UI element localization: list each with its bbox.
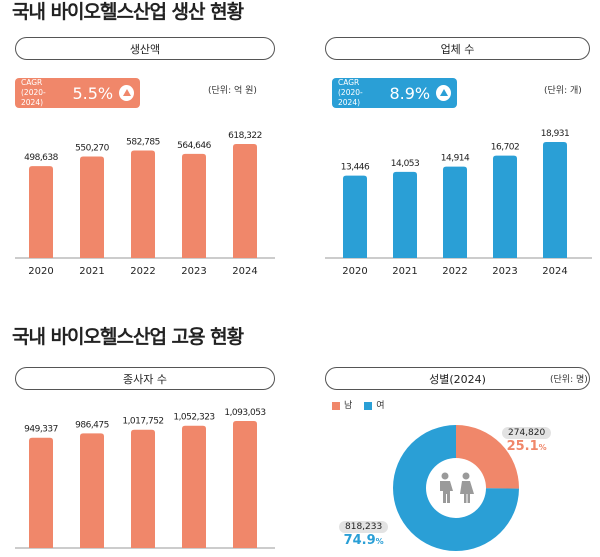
data-label: 1,093,053 <box>224 408 265 418</box>
panel-header-production-value: 생산액 <box>15 37 275 60</box>
cagr-badge-production: CAGR (2020-2024) 5.5% <box>15 78 140 108</box>
data-label: 16,702 <box>491 143 520 153</box>
female-percent: 74.9% <box>343 533 384 548</box>
x-tick-label: 2023 <box>181 266 206 277</box>
cagr-label: CAGR <box>21 78 43 87</box>
female-count: 818,233 <box>339 521 389 533</box>
data-label: 1,052,323 <box>173 413 214 423</box>
people-icon-female-body <box>460 481 474 503</box>
bar-2020 <box>29 437 53 548</box>
legend: 남 여 <box>332 398 385 411</box>
male-count: 274,820 <box>502 427 552 439</box>
bar-2024 <box>233 421 257 548</box>
bar-2020 <box>29 166 53 258</box>
cagr-badge-companies: CAGR (2020-2024) 8.9% <box>332 78 457 108</box>
x-tick-label: 2022 <box>442 266 467 277</box>
x-tick-label: 2021 <box>79 266 104 277</box>
x-tick-label: 2021 <box>392 266 417 277</box>
data-label: 949,337 <box>24 425 58 435</box>
cagr-label: CAGR <box>338 78 360 87</box>
data-label: 13,446 <box>341 163 370 173</box>
data-label: 618,322 <box>228 131 262 141</box>
people-icon-female-head <box>462 472 470 480</box>
panel-header-company-count: 업체 수 <box>325 37 590 60</box>
bar-2022 <box>131 429 155 548</box>
panel-header-gender: 성별(2024) <box>325 367 590 390</box>
unit-label: (단위: 명) <box>550 375 588 385</box>
cagr-period: (2020-2024) <box>21 88 46 107</box>
employment-title: 국내 바이오헬스산업 고용 현황 <box>12 326 244 348</box>
data-label: 550,270 <box>75 144 109 154</box>
triangle-up-icon <box>436 85 451 101</box>
bar-2024 <box>543 142 567 258</box>
legend-item-female: 여 <box>364 398 385 411</box>
bar-2021 <box>80 433 104 548</box>
data-label: 18,931 <box>541 129 570 139</box>
bar-2020 <box>343 175 367 258</box>
people-icon-male-head <box>441 472 449 480</box>
x-tick-label: 2022 <box>130 266 155 277</box>
unit-label: (단위: 억 원) <box>208 86 257 96</box>
male-percent: 25.1% <box>506 439 547 454</box>
bar-2022 <box>131 150 155 258</box>
cagr-value: 8.9% <box>389 83 431 103</box>
bar-2023 <box>493 155 517 258</box>
bar-2021 <box>80 156 104 258</box>
x-tick-label: 2020 <box>28 266 53 277</box>
data-label: 986,475 <box>75 420 109 430</box>
cagr-value: 5.5% <box>72 83 114 103</box>
triangle-up-icon <box>119 85 134 101</box>
x-tick-label: 2024 <box>542 266 567 277</box>
cagr-period: (2020-2024) <box>338 88 363 107</box>
production-title: 국내 바이오헬스산업 생산 현황 <box>12 1 244 23</box>
bar-2023 <box>182 153 206 258</box>
data-label: 564,646 <box>177 141 211 151</box>
panel-header-employees: 종사자 수 <box>15 367 275 390</box>
data-label: 582,785 <box>126 138 160 148</box>
legend-item-male: 남 <box>332 398 352 411</box>
x-tick-label: 2020 <box>342 266 367 277</box>
data-label: 1,017,752 <box>122 417 163 427</box>
x-tick-label: 2023 <box>492 266 517 277</box>
data-label: 498,638 <box>24 153 58 163</box>
bar-2022 <box>443 166 467 258</box>
donut-slice-male <box>456 425 519 489</box>
unit-label: (단위: 개) <box>544 86 582 96</box>
female-callout: 818,233 74.9% <box>339 514 389 548</box>
male-callout: 274,820 25.1% <box>502 420 552 454</box>
bar-2024 <box>233 144 257 258</box>
bar-2023 <box>182 425 206 548</box>
donut-slice-female <box>393 425 519 551</box>
bar-2021 <box>393 171 417 258</box>
data-label: 14,053 <box>391 159 420 169</box>
data-label: 14,914 <box>441 154 470 164</box>
people-icon-male-body <box>440 481 453 503</box>
x-tick-label: 2024 <box>232 266 257 277</box>
